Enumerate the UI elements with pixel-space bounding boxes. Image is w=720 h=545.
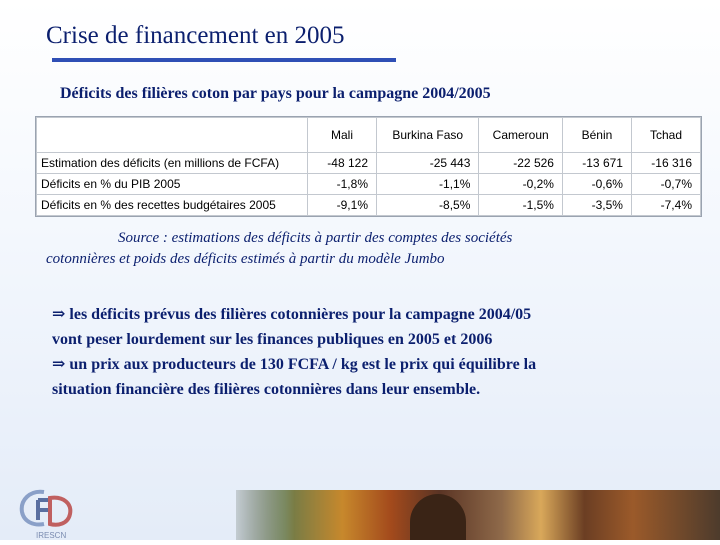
table-cell: -9,1% xyxy=(307,194,377,216)
bullet-item: ⇒ les déficits prévus des filières coton… xyxy=(52,302,682,352)
implies-arrow-icon: ⇒ xyxy=(52,356,66,373)
page-title: Crise de financement en 2005 xyxy=(46,22,345,49)
title-underline xyxy=(52,58,396,62)
table-cell: -48 122 xyxy=(307,152,377,174)
row-label: Estimation des déficits (en millions de … xyxy=(36,152,308,174)
source-line-1: Source : estimations des déficits à part… xyxy=(118,230,513,246)
row-label: Déficits en % du PIB 2005 xyxy=(36,173,308,195)
column-header-burkina-faso: Burkina Faso xyxy=(375,117,480,153)
column-header-cameroun: Cameroun xyxy=(478,117,563,153)
bullet-text: un prix aux producteurs de 130 FCFA / kg… xyxy=(69,356,537,373)
bullet-text: situation financière des filières cotonn… xyxy=(52,381,481,398)
table-cell: -1,5% xyxy=(478,194,563,216)
bullet-text: les déficits prévus des filières cotonni… xyxy=(69,306,532,323)
table-cell: -1,8% xyxy=(307,173,377,195)
table-caption: Déficits des filières coton par pays pou… xyxy=(60,85,491,102)
table-cell: -0,6% xyxy=(561,173,632,195)
table-header-row: Mali Burkina Faso Cameroun Bénin Tchad xyxy=(36,117,702,153)
conclusions: ⇒ les déficits prévus des filières coton… xyxy=(52,302,682,402)
table-row: Déficits en % du PIB 2005 -1,8% -1,1% -0… xyxy=(36,173,702,195)
implies-arrow-icon: ⇒ xyxy=(52,306,66,323)
deficits-table: Mali Burkina Faso Cameroun Bénin Tchad E… xyxy=(35,116,702,217)
table-cell: -1,1% xyxy=(375,173,480,195)
column-header-mali: Mali xyxy=(307,117,377,153)
logo-text: IRESCN xyxy=(36,531,66,540)
row-label: Déficits en % des recettes budgétaires 2… xyxy=(36,194,308,216)
table-cell: -3,5% xyxy=(561,194,632,216)
column-header-empty xyxy=(36,117,308,153)
table-cell: -0,7% xyxy=(630,173,702,195)
table-cell: -16 316 xyxy=(630,152,702,174)
column-header-benin: Bénin xyxy=(561,117,632,153)
table-cell: -8,5% xyxy=(375,194,480,216)
bullet-text: vont peser lourdement sur les finances p… xyxy=(52,331,493,348)
bullet-item: ⇒ un prix aux producteurs de 130 FCFA / … xyxy=(52,352,682,402)
photo-banner xyxy=(236,490,720,540)
table-row: Déficits en % des recettes budgétaires 2… xyxy=(36,194,702,216)
table-row: Estimation des déficits (en millions de … xyxy=(36,152,702,174)
table-cell: -7,4% xyxy=(630,194,702,216)
table-cell: -22 526 xyxy=(478,152,563,174)
table-cell: -25 443 xyxy=(375,152,480,174)
portrait-photo xyxy=(410,494,466,540)
institution-logo-icon: IRESCN xyxy=(14,486,80,540)
table-cell: -0,2% xyxy=(478,173,563,195)
source-line-2: cotonnières et poids des déficits estimé… xyxy=(46,251,445,267)
table-cell: -13 671 xyxy=(561,152,632,174)
source-note: Source : estimations des déficits à part… xyxy=(46,228,606,270)
column-header-tchad: Tchad xyxy=(630,117,702,153)
